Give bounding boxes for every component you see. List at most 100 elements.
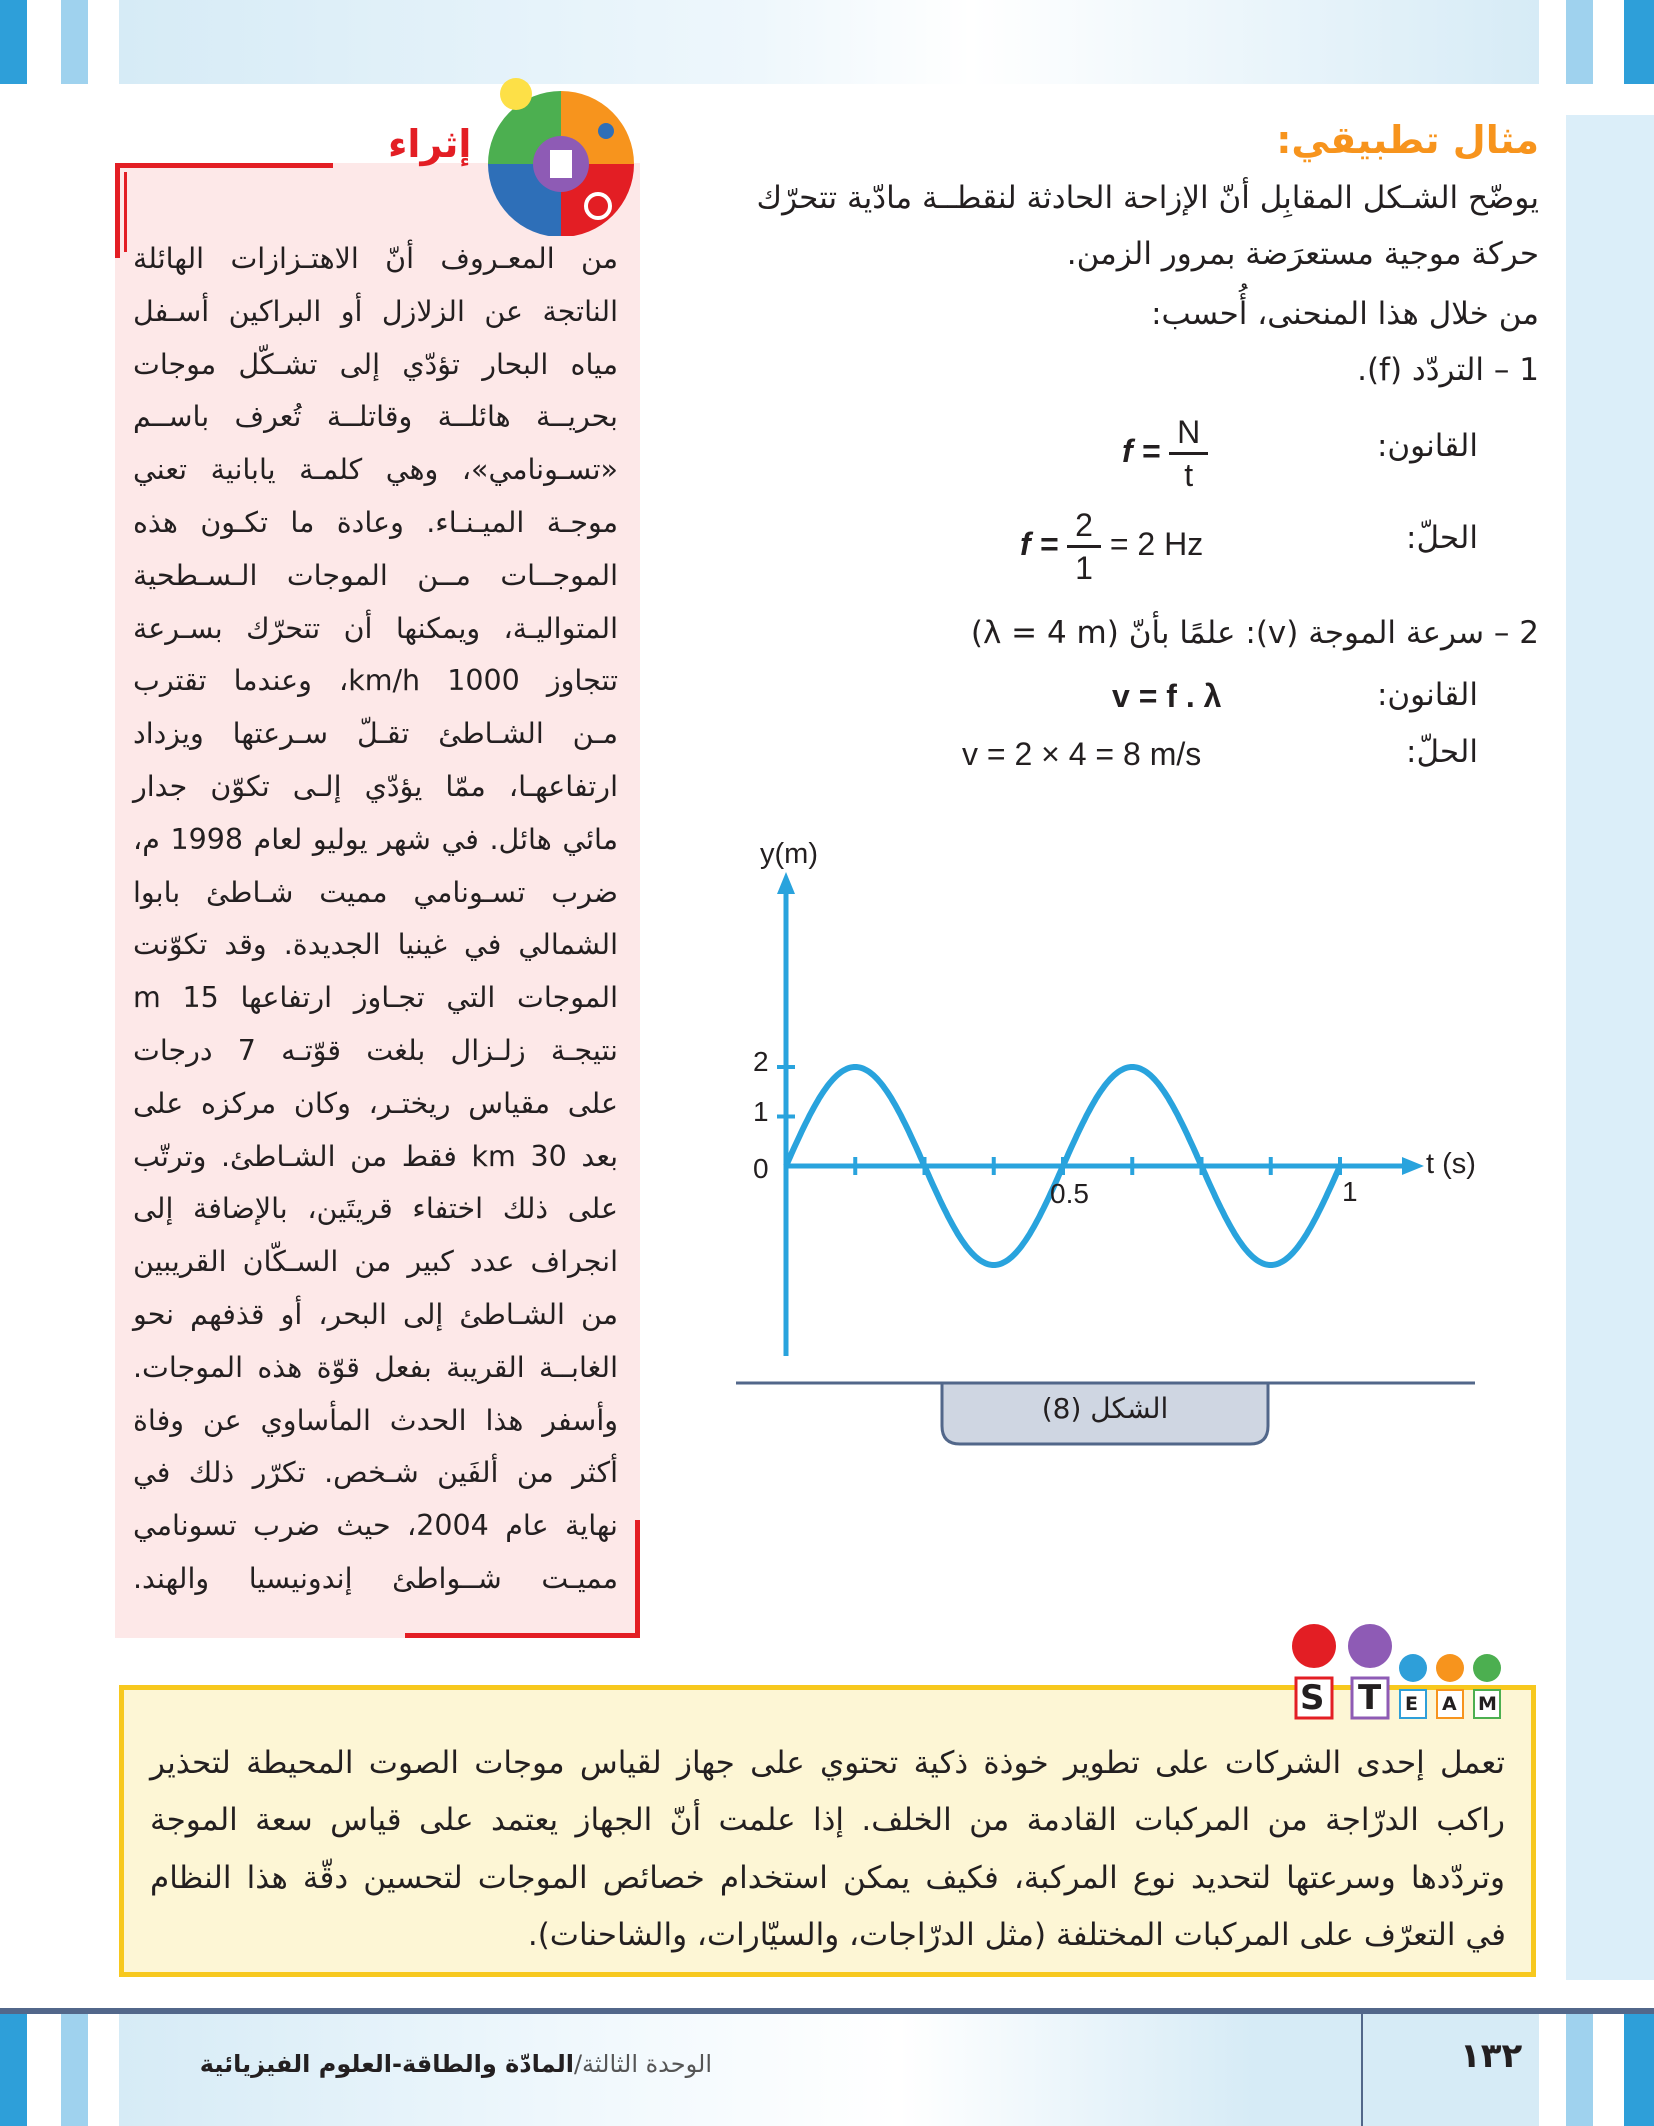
enrichment-line: من المعـروف أنّ الاهتـزازات الهائلة xyxy=(133,242,618,275)
x-axis-arrow xyxy=(1402,1157,1424,1175)
example-line: من خلال هذا المنحنى، أُحسب: xyxy=(1151,296,1539,332)
enrichment-title: إثراء xyxy=(388,122,472,166)
enrichment-line: نتيجـة زلـزال بلغت قوّتـه 7 درجات xyxy=(133,1034,618,1067)
steam-logo: S T E A M xyxy=(1288,1620,1508,1722)
question-1: 1 – التردّد (f). xyxy=(1357,352,1539,388)
caption-tab xyxy=(940,1381,1270,1446)
enrichment-line: أكثر من ألفَين شـخص. تكرّر ذلك في xyxy=(133,1456,618,1490)
enrichment-line: على مقياس ريختـر، وكان مركزه على xyxy=(133,1086,618,1120)
left-strip xyxy=(0,0,27,84)
enrichment-line: الغابــة القريبة بفعل قوّة هذه الموجات. xyxy=(133,1350,618,1384)
enrichment-line: الموجات التي تجـاوز ارتفاعها 15 m xyxy=(133,981,618,1015)
footer-unit: الوحدة الثالثة/المادّة والطاقة-العلوم ال… xyxy=(200,2050,712,2078)
enrichment-line: مائي هائل. في شهر يوليو لعام 1998 م، xyxy=(133,822,618,856)
steam-letter: T xyxy=(1358,1678,1382,1718)
x-tick-label: 0.5 xyxy=(1050,1178,1089,1209)
right-strip-light xyxy=(1566,0,1593,84)
graph-group xyxy=(777,872,1424,1356)
unit-title: المادّة والطاقة-العلوم الفيزيائية xyxy=(199,2050,574,2078)
steam-line: وتردّدها وسرعتها لتحديد نوع المركبة، فكي… xyxy=(150,1860,1505,1896)
sol-lhs: f = xyxy=(1020,525,1059,562)
steam-line: راكب الدرّاجة من المركبات القادمة من الخ… xyxy=(150,1802,1505,1838)
border-top xyxy=(115,163,333,168)
law-label: القانون: xyxy=(1376,677,1478,713)
footer-right-strip xyxy=(1624,2014,1654,2126)
enrichment-box xyxy=(115,163,640,1638)
border-left xyxy=(115,163,120,258)
top-band xyxy=(119,0,1539,84)
enrichment-line: ارتفاعهـا، ممّا يؤدّي إلـى تكوّن جدار xyxy=(133,770,618,803)
steam-letter: E xyxy=(1405,1693,1418,1715)
enrichment-line: بحريــة هائلــة وقاتلــة تُعرف باســم xyxy=(133,400,618,434)
numerator: N xyxy=(1169,412,1209,455)
enrichment-line: الناتجة عن الزلازل أو البراكين أسـفل xyxy=(133,294,618,328)
enrichment-line: من الشـاطئ إلى البحر، أو قذفهم نحو xyxy=(133,1298,618,1331)
enrichment-line: مياه البحار تؤدّي إلى تشـكّل موجات xyxy=(133,347,618,381)
left-strip-light xyxy=(61,0,88,84)
example-line: حركة موجية مستعرَضة بمرور الزمن. xyxy=(1066,236,1539,272)
x-tick-label: 1 xyxy=(1342,1176,1358,1207)
wave-curve xyxy=(783,1064,1343,1268)
y-tick-label: 1 xyxy=(753,1096,769,1127)
solution-label: الحلّ: xyxy=(1406,734,1478,770)
enrichment-logo-icon xyxy=(488,78,634,236)
sol-rhs: = 2 Hz xyxy=(1109,525,1204,562)
question-2: 2 – سرعة الموجة (v): علمًا بأنّ (λ = 4 m… xyxy=(970,615,1539,651)
border-bottom xyxy=(405,1633,640,1638)
enrichment-line: مميـت شــواطئ إندونيسيا والهند. xyxy=(133,1562,618,1595)
law-lhs: f = xyxy=(1122,432,1161,469)
example-line: يوضّح الشـكل المقابِل أنّ الإزاحة الحادث… xyxy=(756,180,1539,216)
denominator: 1 xyxy=(1075,550,1093,586)
enrichment-line: بعد 30 km فقط من الشـاطئ. وترتّب xyxy=(133,1139,619,1173)
footer-left-strip-light xyxy=(61,2014,88,2126)
enrichment-line: ضرب تسـونامي مميت شـاطئ بابوا xyxy=(133,875,618,909)
y-axis-label: y(m) xyxy=(760,838,818,870)
footer-left-strip xyxy=(0,2014,27,2126)
enrichment-line: المتواليـة، ويمكنها أن تتحرّك بسـرعة xyxy=(133,611,618,645)
enrichment-line: الشمالي في غينيا الجديدة. وقد تكوّنت xyxy=(133,928,618,962)
speed-solution: v = 2 × 4 = 8 m/s xyxy=(962,736,1202,772)
enrichment-line: نهاية عام 2004، حيث ضرب تسونامي xyxy=(133,1509,618,1543)
steam-line: في التعرّف على المركبات المختلفة (مثل ال… xyxy=(527,1917,1506,1953)
y-tick-label: 2 xyxy=(753,1046,769,1077)
enrichment-line: تتجاوز 1000 km/h، وعندما تقترب xyxy=(133,664,619,698)
enrichment-line: موجـة الميـنـاء. وعادة ما تكـون هذه xyxy=(133,506,618,539)
steam-letter: M xyxy=(1478,1693,1497,1715)
footer-band xyxy=(119,2014,1539,2126)
border-right xyxy=(635,1520,640,1638)
footer-divider xyxy=(1361,2014,1363,2126)
steam-letter: A xyxy=(1442,1693,1457,1715)
solution-label: الحلّ: xyxy=(1406,520,1478,556)
unit-prefix: الوحدة الثالثة/ xyxy=(573,2050,712,2078)
border-left-inner xyxy=(124,172,127,252)
example-heading: مثال تطبيقي: xyxy=(1276,118,1539,162)
steam-box xyxy=(119,1685,1536,1977)
numerator: 2 xyxy=(1067,505,1101,548)
enrichment-line: انجراف عدد كبير من السـكّان القريبين xyxy=(133,1245,618,1279)
y-tick-label: 0 xyxy=(753,1153,769,1184)
denominator: t xyxy=(1184,457,1194,493)
steam-logo-icon xyxy=(1292,1624,1501,1720)
enrichment-line: على ذلك اختفاء قريتَين، بالإضافة إلى xyxy=(133,1192,618,1226)
x-axis-label: t (s) xyxy=(1426,1148,1476,1180)
footer-rule xyxy=(0,2008,1654,2014)
law-label: القانون: xyxy=(1376,428,1478,464)
figure-caption: الشكل (8) xyxy=(1041,1392,1169,1425)
y-axis-arrow xyxy=(777,872,795,894)
enrichment-line: «تسـونامي»، وهي كلمـة يابانية تعني xyxy=(133,453,618,487)
page-number: ١٣٢ xyxy=(1460,2036,1523,2076)
speed-law: v = f . λ xyxy=(1112,678,1222,714)
right-margin-column xyxy=(1566,115,1654,1980)
footer-right-strip-light xyxy=(1566,2014,1593,2126)
enrichment-line: الموجــات مــن الموجات الـسـطحية xyxy=(133,558,618,592)
enrichment-line: وأسفر هذا الحدث المأساوي عن وفاة xyxy=(133,1403,618,1437)
steam-line: تعمل إحدى الشركات على تطوير خوذة ذكية تح… xyxy=(150,1745,1505,1781)
right-strip xyxy=(1624,0,1654,84)
steam-letter: S xyxy=(1300,1678,1325,1718)
enrichment-line: مـن الشـاطئ تقـلّ سـرعتها ويزداد xyxy=(133,717,618,751)
